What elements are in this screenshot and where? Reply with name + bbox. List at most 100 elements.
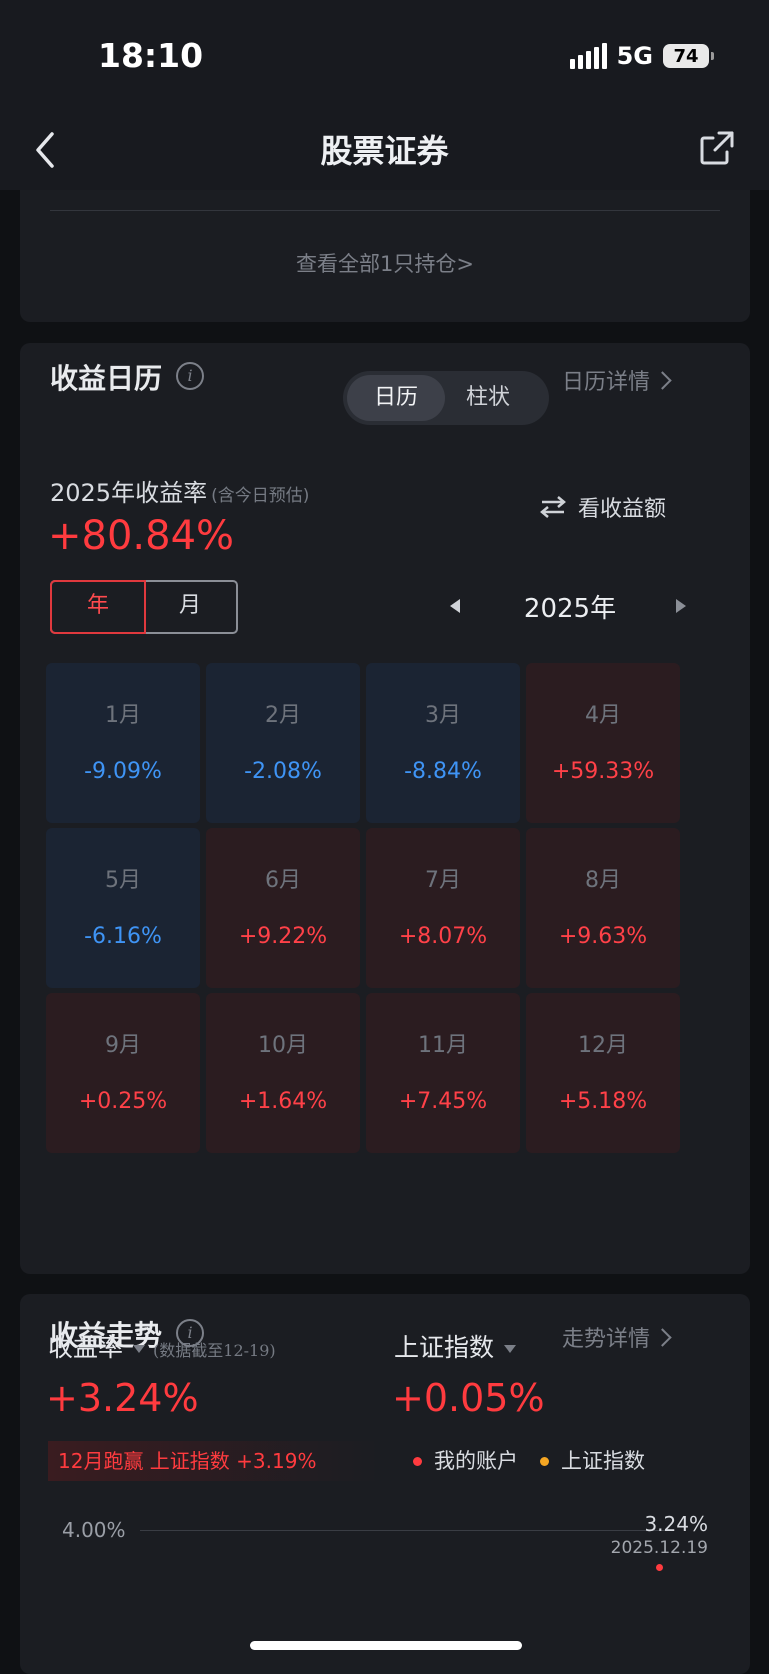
year-label: 2025年 [523,594,617,624]
return-value: +3.24% [46,1376,199,1420]
holdings-card: 查看全部1只持仓> [20,190,750,322]
calendar-detail-link[interactable]: 日历详情 [562,364,672,396]
month-return: -9.09% [84,759,162,784]
prev-year-icon[interactable] [450,599,460,613]
legend-label: 我的账户 [434,1449,518,1473]
tab-calendar[interactable]: 日历 [347,375,445,421]
month-label: 4月 [585,703,621,728]
share-button[interactable] [697,128,737,168]
month-label: 5月 [105,868,141,893]
status-indicators: 5G 74 [569,42,714,70]
chevron-right-icon [653,371,672,390]
month-return: -8.84% [404,759,482,784]
month-label: 2月 [265,703,301,728]
month-label: 10月 [258,1033,308,1058]
month-cell[interactable]: 7月 +8.07% [366,828,520,988]
month-return: +59.33% [551,759,655,784]
swap-icon [540,496,566,518]
month-return: +0.25% [78,1089,168,1114]
annual-rate-value: +80.84% [48,513,235,559]
tab-bar-chart[interactable]: 柱状 [465,385,510,410]
index-selector[interactable]: 上证指数 [394,1328,517,1364]
annual-rate-title: 2025年收益率 [50,479,208,507]
divider [50,210,720,211]
grid-line [140,1530,670,1531]
month-label: 11月 [418,1033,468,1058]
calendar-view-switch: 日历 柱状 [343,371,549,425]
annual-rate-label: 2025年收益率 (含今日预估) [50,473,309,508]
next-year-icon[interactable] [676,599,686,613]
chevron-left-icon [36,132,54,168]
month-cell[interactable]: 1月 -9.09% [46,663,200,823]
month-return: +1.64% [238,1089,328,1114]
home-indicator[interactable] [250,1641,522,1650]
month-cell[interactable]: 12月 +5.18% [526,993,680,1153]
outperform-badge: 12月跑赢 上证指数 +3.19% [48,1441,378,1481]
month-return: -6.16% [84,924,162,949]
calendar-title: 收益日历 [50,362,163,395]
month-cell[interactable]: 9月 +0.25% [46,993,200,1153]
chart-end-value: 3.24% [644,1512,708,1536]
page-title: 股票证券 [320,132,449,170]
return-note: (数据截至12-19) [153,1341,276,1360]
legend-my-account: 我的账户 [413,1445,518,1475]
legend-sse-index: 上证指数 [540,1445,645,1475]
period-year-button[interactable]: 年 [50,580,146,634]
info-icon[interactable]: i [176,1319,204,1347]
caret-down-icon [133,1345,146,1353]
chart-legend: 我的账户 上证指数 [413,1445,645,1475]
return-label: 收益率 [48,1333,124,1362]
month-cell[interactable]: 3月 -8.84% [366,663,520,823]
month-cell[interactable]: 2月 -2.08% [206,663,360,823]
caret-down-icon [504,1345,517,1353]
index-label: 上证指数 [394,1333,495,1362]
trend-detail-link[interactable]: 走势详情 [562,1321,672,1353]
period-month-button[interactable]: 月 [178,593,201,618]
battery-icon: 74 [663,44,714,68]
network-type: 5G [616,42,653,70]
calendar-detail-label: 日历详情 [562,370,651,395]
month-cell[interactable]: 5月 -6.16% [46,828,200,988]
signal-icon [569,43,607,69]
month-return: -2.08% [244,759,322,784]
month-cell[interactable]: 6月 +9.22% [206,828,360,988]
share-icon [700,131,734,165]
month-label: 7月 [425,868,461,893]
back-button[interactable] [28,126,68,174]
month-return: +9.22% [238,924,328,949]
month-label: 1月 [105,703,141,728]
month-cell[interactable]: 10月 +1.64% [206,993,360,1153]
show-amount-label: 看收益额 [578,497,667,522]
battery-level: 74 [673,45,699,67]
status-time: 18:10 [98,36,204,75]
month-cell[interactable]: 11月 +7.45% [366,993,520,1153]
month-return: +9.63% [558,924,648,949]
month-label: 8月 [585,868,621,893]
month-label: 9月 [105,1033,141,1058]
month-label: 12月 [578,1033,628,1058]
profit-calendar-card: 收益日历 i 日历 柱状 日历详情 2025年收益率 (含今日预估) +80.84… [20,343,750,1274]
view-all-holdings-link[interactable]: 查看全部1只持仓> [296,252,474,276]
legend-label: 上证指数 [561,1449,645,1473]
index-value: +0.05% [392,1376,545,1420]
y-axis-top-label: 4.00% [62,1518,126,1542]
month-label: 6月 [265,868,301,893]
period-toggle: 年 月 [50,580,238,634]
legend-dot [540,1457,549,1466]
month-cell[interactable]: 4月 +59.33% [526,663,680,823]
chart-end-marker [656,1564,663,1571]
show-amount-toggle[interactable]: 看收益额 [540,491,666,523]
month-cell[interactable]: 8月 +9.63% [526,828,680,988]
month-return: +7.45% [398,1089,488,1114]
annual-rate-note: (含今日预估) [211,486,310,506]
trend-detail-label: 走势详情 [562,1327,651,1352]
return-selector[interactable]: 收益率 (数据截至12-19) [48,1328,276,1364]
legend-dot [413,1457,422,1466]
month-return: +5.18% [558,1089,648,1114]
info-icon[interactable]: i [176,362,204,390]
chart-end-date: 2025.12.19 [610,1538,708,1558]
chevron-right-icon [653,1328,672,1347]
year-navigator: 2025年 [440,588,700,628]
profit-trend-card: 收益走势 i 走势详情 收益率 (数据截至12-19) 上证指数 +3.24% +… [20,1294,750,1674]
month-return: +8.07% [398,924,488,949]
